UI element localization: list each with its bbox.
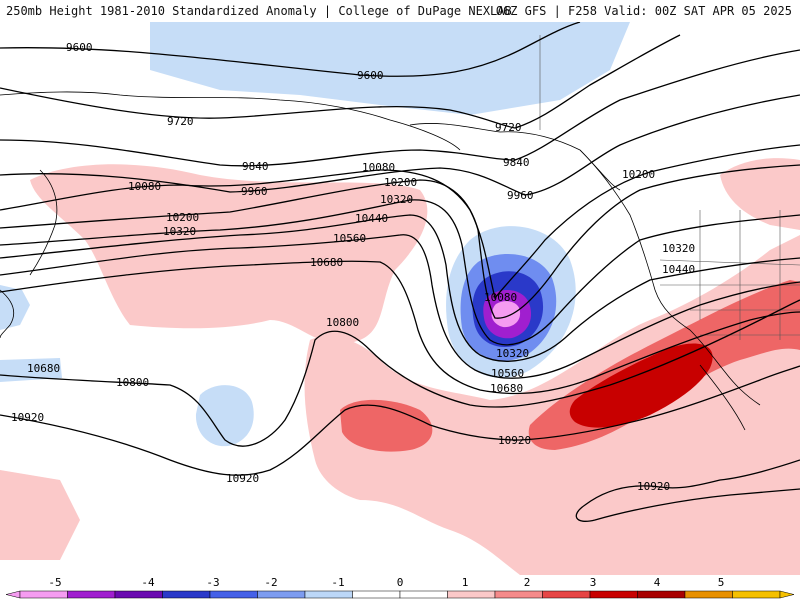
contour-9720: [0, 34, 681, 129]
contour-label: 10560: [491, 367, 524, 380]
contour-10920-closed: [575, 459, 800, 522]
colorbar-ticks: -5 -4 -3 -2 -1 0 1 2 3 4 5: [48, 576, 724, 589]
coastline-japan: [0, 289, 14, 339]
contour-label: 10200: [166, 211, 199, 224]
colorbar-tick: 1: [462, 576, 469, 589]
colorbar-arrow-right: [779, 590, 795, 599]
anomaly-weak-negative-alaska: [150, 22, 630, 115]
colorbar-tick: -3: [206, 576, 219, 589]
contour-label: 10320: [163, 225, 196, 238]
contour-label: 10800: [116, 376, 149, 389]
contour-10560: [0, 234, 800, 379]
contour-label: 10320: [496, 347, 529, 360]
colorbar-tick: 0: [397, 576, 404, 589]
contour-label: 10440: [355, 212, 388, 225]
anomaly-strong-positive-california: [569, 343, 713, 428]
contour-label: 9720: [495, 121, 522, 134]
anomaly-weak-positive-southwest: [0, 470, 80, 560]
contour-label: 10080: [362, 161, 395, 174]
contour-label: 10080: [484, 291, 517, 304]
border-us-canada: [659, 259, 800, 266]
contour-label: 10680: [490, 382, 523, 395]
coastline-siberia: [0, 91, 461, 151]
colorbar-swatch: [684, 590, 733, 599]
contour-label: 9840: [503, 156, 530, 169]
colorbar-swatch: [732, 590, 781, 599]
anomaly-moderate-positive-central: [340, 399, 433, 452]
contour-10200: [0, 164, 800, 319]
positive-anomaly-shading: [0, 158, 800, 575]
colorbar-swatch: [352, 590, 401, 599]
colorbar-tick: 4: [654, 576, 661, 589]
anomaly-weak-negative-pacific: [195, 385, 254, 447]
contour-label: 10920: [637, 480, 670, 493]
contour-9840: [0, 49, 800, 167]
colorbar-tick: 5: [718, 576, 725, 589]
colorbar-swatch: [304, 590, 353, 599]
colorbar-swatch: [257, 590, 306, 599]
colorbar-swatch: [162, 590, 211, 599]
contour-label: 10080: [128, 180, 161, 193]
colorbar-swatch: [494, 590, 543, 599]
contour-10440: [0, 214, 800, 362]
contour-label: 9840: [242, 160, 269, 173]
height-anomaly-map: 9600 9600 9720 9720 9840 9840 9960 9960 …: [0, 22, 800, 575]
colorbar-tick: 3: [590, 576, 597, 589]
coastline-baja: [699, 364, 746, 431]
colorbar-swatch: [447, 590, 496, 599]
coastline-kamchatka: [29, 169, 58, 276]
colorbar-swatch: [589, 590, 638, 599]
height-contours: [0, 22, 800, 522]
colorbar-swatch: [542, 590, 591, 599]
contour-label: 9720: [167, 115, 194, 128]
colorbar-swatch: [114, 590, 163, 599]
coastline-bc: [579, 149, 761, 406]
colorbar-tick: -4: [141, 576, 155, 589]
colorbar-tick: 2: [524, 576, 531, 589]
contour-label: 10440: [662, 263, 695, 276]
contour-label: 10920: [226, 472, 259, 485]
contour-label: 10320: [380, 193, 413, 206]
anomaly-weak-positive-westpac: [30, 164, 428, 344]
colorbar-swatch: [637, 590, 686, 599]
contour-label: 10920: [11, 411, 44, 424]
colorbar-swatch: [209, 590, 258, 599]
contour-10320: [0, 199, 800, 346]
contour-10680: [0, 260, 800, 395]
coastlines: [0, 91, 761, 431]
anomaly-weak-negative-japan: [0, 285, 30, 330]
colorbar-swatch: [19, 590, 68, 599]
contour-label: 10920: [498, 434, 531, 447]
colorbar-swatches: [5, 590, 795, 599]
contour-label: 9600: [66, 41, 93, 54]
contour-9600: [0, 22, 581, 77]
colorbar-tick: -5: [48, 576, 61, 589]
contour-label: 9600: [357, 69, 384, 82]
contour-label: 10200: [622, 168, 655, 181]
coastline-alaska: [409, 123, 621, 191]
map-title: 250mb Height 1981-2010 Standardized Anom…: [6, 4, 512, 18]
anomaly-core-negative-low: [491, 301, 521, 328]
contour-label: 10200: [384, 176, 417, 189]
contour-9960: [0, 94, 800, 196]
anomaly-colorbar: -5 -4 -3 -2 -1 0 1 2 3 4 5: [5, 576, 795, 599]
contour-10920: [0, 365, 800, 476]
contour-label: 9960: [241, 185, 268, 198]
map-header: 250mb Height 1981-2010 Standardized Anom…: [0, 0, 800, 22]
model-run-info: 06Z GFS | F258 Valid: 00Z SAT APR 05 202…: [495, 4, 792, 18]
contour-label: 9960: [507, 189, 534, 202]
contour-label: 10800: [326, 316, 359, 329]
contour-label: 10680: [27, 362, 60, 375]
colorbar-tick: -1: [331, 576, 344, 589]
contour-label: 10680: [310, 256, 343, 269]
colorbar-swatch: [399, 590, 448, 599]
contour-label: 10560: [333, 232, 366, 245]
border-states-grid-1: [699, 210, 781, 340]
contour-10800-east: [0, 299, 800, 447]
contour-label: 10320: [662, 242, 695, 255]
colorbar-arrow-left: [5, 590, 21, 599]
colorbar-tick: -2: [264, 576, 277, 589]
contour-labels: 9600 9600 9720 9720 9840 9840 9960 9960 …: [11, 41, 695, 493]
colorbar-swatch: [67, 590, 116, 599]
